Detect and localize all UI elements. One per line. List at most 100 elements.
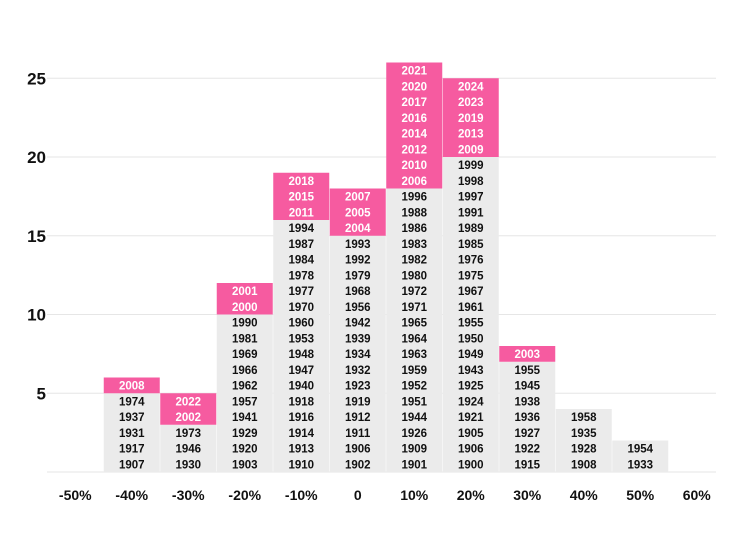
year-label: 2024 — [458, 81, 484, 93]
year-label: 1906 — [458, 444, 484, 456]
year-label: 1976 — [458, 255, 484, 267]
x-tick-label: -20% — [228, 487, 261, 503]
year-label: 1928 — [571, 444, 597, 456]
year-label: 1989 — [458, 223, 484, 235]
year-label: 1979 — [345, 270, 371, 282]
year-label: 1931 — [119, 428, 145, 440]
year-label: 1936 — [514, 412, 540, 424]
year-label: 2018 — [288, 176, 314, 188]
x-tick-label: 0 — [354, 487, 362, 503]
year-label: 1974 — [119, 396, 145, 408]
year-label: 1939 — [345, 333, 371, 345]
year-label: 2007 — [345, 192, 371, 204]
year-label: 1923 — [345, 381, 371, 393]
year-label: 1958 — [571, 412, 597, 424]
year-label: 1983 — [401, 239, 427, 251]
year-label: 1949 — [458, 349, 484, 361]
year-label: 1922 — [514, 444, 540, 456]
year-label: 1912 — [345, 412, 371, 424]
year-label: 1968 — [345, 286, 371, 298]
year-label: 1905 — [458, 428, 484, 440]
bar-highlight — [273, 172, 330, 220]
year-label: 1948 — [288, 349, 314, 361]
year-label: 1957 — [232, 396, 258, 408]
year-label: 1956 — [345, 302, 371, 314]
year-label: 2023 — [458, 97, 484, 109]
x-tick-label: 40% — [570, 487, 599, 503]
year-label: 2002 — [175, 412, 201, 424]
year-label: 1919 — [345, 396, 371, 408]
year-label: 1908 — [571, 459, 597, 471]
year-label: 1987 — [288, 239, 314, 251]
year-label: 1914 — [288, 428, 314, 440]
year-label: 1964 — [401, 333, 427, 345]
year-label: 1967 — [458, 286, 484, 298]
year-label: 1906 — [345, 444, 371, 456]
year-label: 1902 — [345, 459, 371, 471]
year-label: 1986 — [401, 223, 427, 235]
year-label: 2000 — [232, 302, 258, 314]
bar-base — [329, 235, 386, 472]
year-label: 1943 — [458, 365, 484, 377]
year-label: 1985 — [458, 239, 484, 251]
year-label: 1929 — [232, 428, 258, 440]
year-label: 1965 — [401, 318, 427, 330]
bar-highlight — [103, 377, 160, 394]
year-label: 1993 — [345, 239, 371, 251]
x-tick-label: -30% — [172, 487, 205, 503]
year-label: 2008 — [119, 381, 145, 393]
x-axis: -50% -40% -30% -20% -10% 0 10% 20% 30% 40% 50% 60% — [59, 487, 711, 503]
year-label: 2009 — [458, 144, 484, 156]
bar-highlight — [386, 62, 443, 189]
year-label: 2019 — [458, 113, 484, 125]
year-label: 1990 — [232, 318, 258, 330]
bar-highlight — [216, 283, 273, 315]
year-label: 1997 — [458, 192, 484, 204]
year-label: 2005 — [345, 207, 371, 219]
x-tick-label: 10% — [400, 487, 429, 503]
bar-base — [442, 157, 499, 472]
year-label: 1988 — [401, 207, 427, 219]
year-label: 1994 — [288, 223, 314, 235]
year-label: 1963 — [401, 349, 427, 361]
year-label: 1984 — [288, 255, 314, 267]
year-label: 1966 — [232, 365, 258, 377]
year-label: 1972 — [401, 286, 427, 298]
year-label: 1924 — [458, 396, 484, 408]
year-label: 1944 — [401, 412, 427, 424]
year-label: 1980 — [401, 270, 427, 282]
year-label: 2003 — [514, 349, 540, 361]
year-label: 1955 — [458, 318, 484, 330]
year-label: 1978 — [288, 270, 314, 282]
year-label: 1915 — [514, 459, 540, 471]
year-label: 1937 — [119, 412, 145, 424]
year-label: 1973 — [175, 428, 201, 440]
year-label: 1971 — [401, 302, 427, 314]
year-label: 1950 — [458, 333, 484, 345]
year-label: 1970 — [288, 302, 314, 314]
year-label: 1900 — [458, 459, 484, 471]
year-label: 1945 — [514, 381, 540, 393]
year-label: 1940 — [288, 381, 314, 393]
year-label: 1959 — [401, 365, 427, 377]
year-label: 2006 — [401, 176, 427, 188]
y-tick-label: 20 — [27, 148, 46, 167]
year-label: 1951 — [401, 396, 427, 408]
year-label: 2014 — [401, 129, 427, 141]
year-label: 1918 — [288, 396, 314, 408]
bar-base — [103, 393, 160, 472]
year-label: 1975 — [458, 270, 484, 282]
year-label: 1969 — [232, 349, 258, 361]
bar-base — [160, 424, 217, 472]
year-label: 1913 — [288, 444, 314, 456]
bars: 1907 1917 1931 1937 1974 2008 1930 1946 1973 2002… — [103, 62, 669, 472]
year-label: 1981 — [232, 333, 258, 345]
year-label: 1996 — [401, 192, 427, 204]
bar-highlight — [499, 346, 556, 362]
year-label: 1935 — [571, 428, 597, 440]
bar-highlight — [329, 188, 386, 236]
year-label: 1992 — [345, 255, 371, 267]
year-label: 1907 — [119, 459, 145, 471]
year-label: 2016 — [401, 113, 427, 125]
year-label: 1960 — [288, 318, 314, 330]
